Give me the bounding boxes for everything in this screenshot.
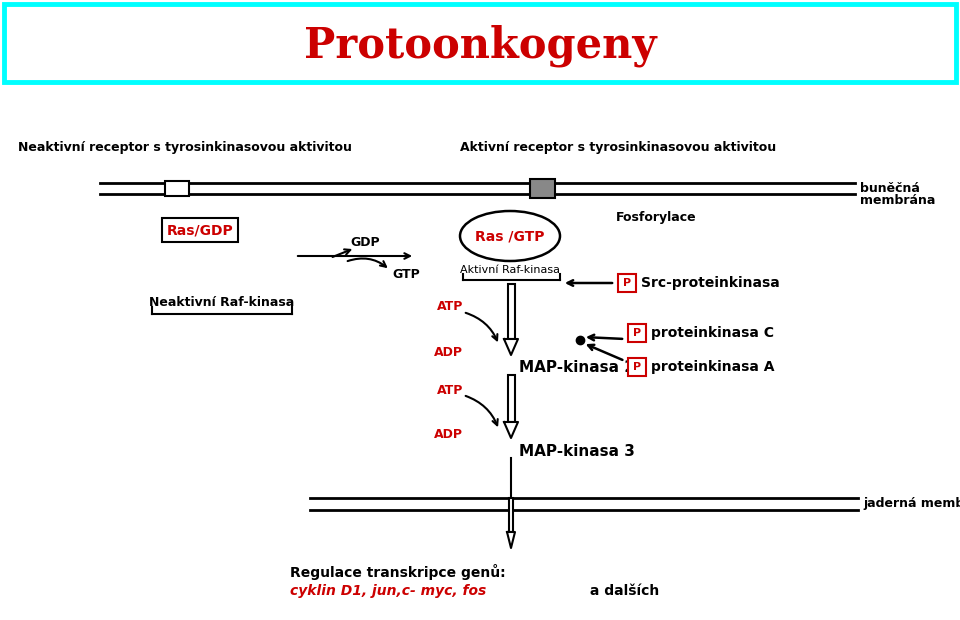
Polygon shape	[504, 422, 518, 438]
Text: ADP: ADP	[434, 345, 463, 358]
Text: ATP: ATP	[437, 384, 463, 397]
Text: P: P	[633, 328, 641, 338]
Text: membrána: membrána	[860, 193, 935, 206]
Text: Ras /GTP: Ras /GTP	[475, 229, 544, 243]
Polygon shape	[507, 532, 515, 548]
Text: P: P	[633, 362, 641, 372]
Text: ATP: ATP	[437, 301, 463, 314]
FancyBboxPatch shape	[4, 4, 956, 82]
Text: Protoonkogeny: Protoonkogeny	[303, 25, 657, 67]
Text: MAP-kinasa 3: MAP-kinasa 3	[519, 443, 635, 459]
Text: ADP: ADP	[434, 428, 463, 441]
Text: Fosforylace: Fosforylace	[616, 211, 697, 224]
Text: buněčná: buněčná	[860, 182, 920, 195]
FancyBboxPatch shape	[509, 498, 513, 532]
FancyBboxPatch shape	[530, 179, 555, 198]
Text: Ras/GDP: Ras/GDP	[167, 223, 233, 237]
FancyBboxPatch shape	[628, 324, 646, 342]
Text: proteinkinasa C: proteinkinasa C	[651, 326, 774, 340]
Text: P: P	[623, 278, 631, 288]
Text: a dalších: a dalších	[585, 584, 660, 598]
Text: Src-proteinkinasa: Src-proteinkinasa	[641, 276, 780, 290]
FancyBboxPatch shape	[508, 375, 515, 422]
FancyBboxPatch shape	[628, 358, 646, 376]
Text: GDP: GDP	[350, 236, 380, 249]
FancyBboxPatch shape	[165, 181, 189, 196]
FancyBboxPatch shape	[618, 274, 636, 292]
Text: Regulace transkripce genů:: Regulace transkripce genů:	[290, 564, 506, 580]
Text: jaderná membrána: jaderná membrána	[863, 497, 960, 510]
Text: GTP: GTP	[392, 268, 420, 281]
FancyBboxPatch shape	[508, 284, 515, 339]
Text: cyklin D1, jun,c- myc, fos: cyklin D1, jun,c- myc, fos	[290, 584, 487, 598]
Text: Neaktivní Raf-kinasa: Neaktivní Raf-kinasa	[150, 296, 295, 309]
Polygon shape	[504, 339, 518, 355]
Text: proteinkinasa A: proteinkinasa A	[651, 360, 775, 374]
Text: Aktivní Raf-kinasa: Aktivní Raf-kinasa	[460, 265, 560, 275]
Text: Aktivní receptor s tyrosinkinasovou aktivitou: Aktivní receptor s tyrosinkinasovou akti…	[460, 141, 776, 154]
Text: MAP-kinasa 2: MAP-kinasa 2	[519, 360, 635, 376]
Text: Neaktivní receptor s tyrosinkinasovou aktivitou: Neaktivní receptor s tyrosinkinasovou ak…	[18, 141, 352, 154]
